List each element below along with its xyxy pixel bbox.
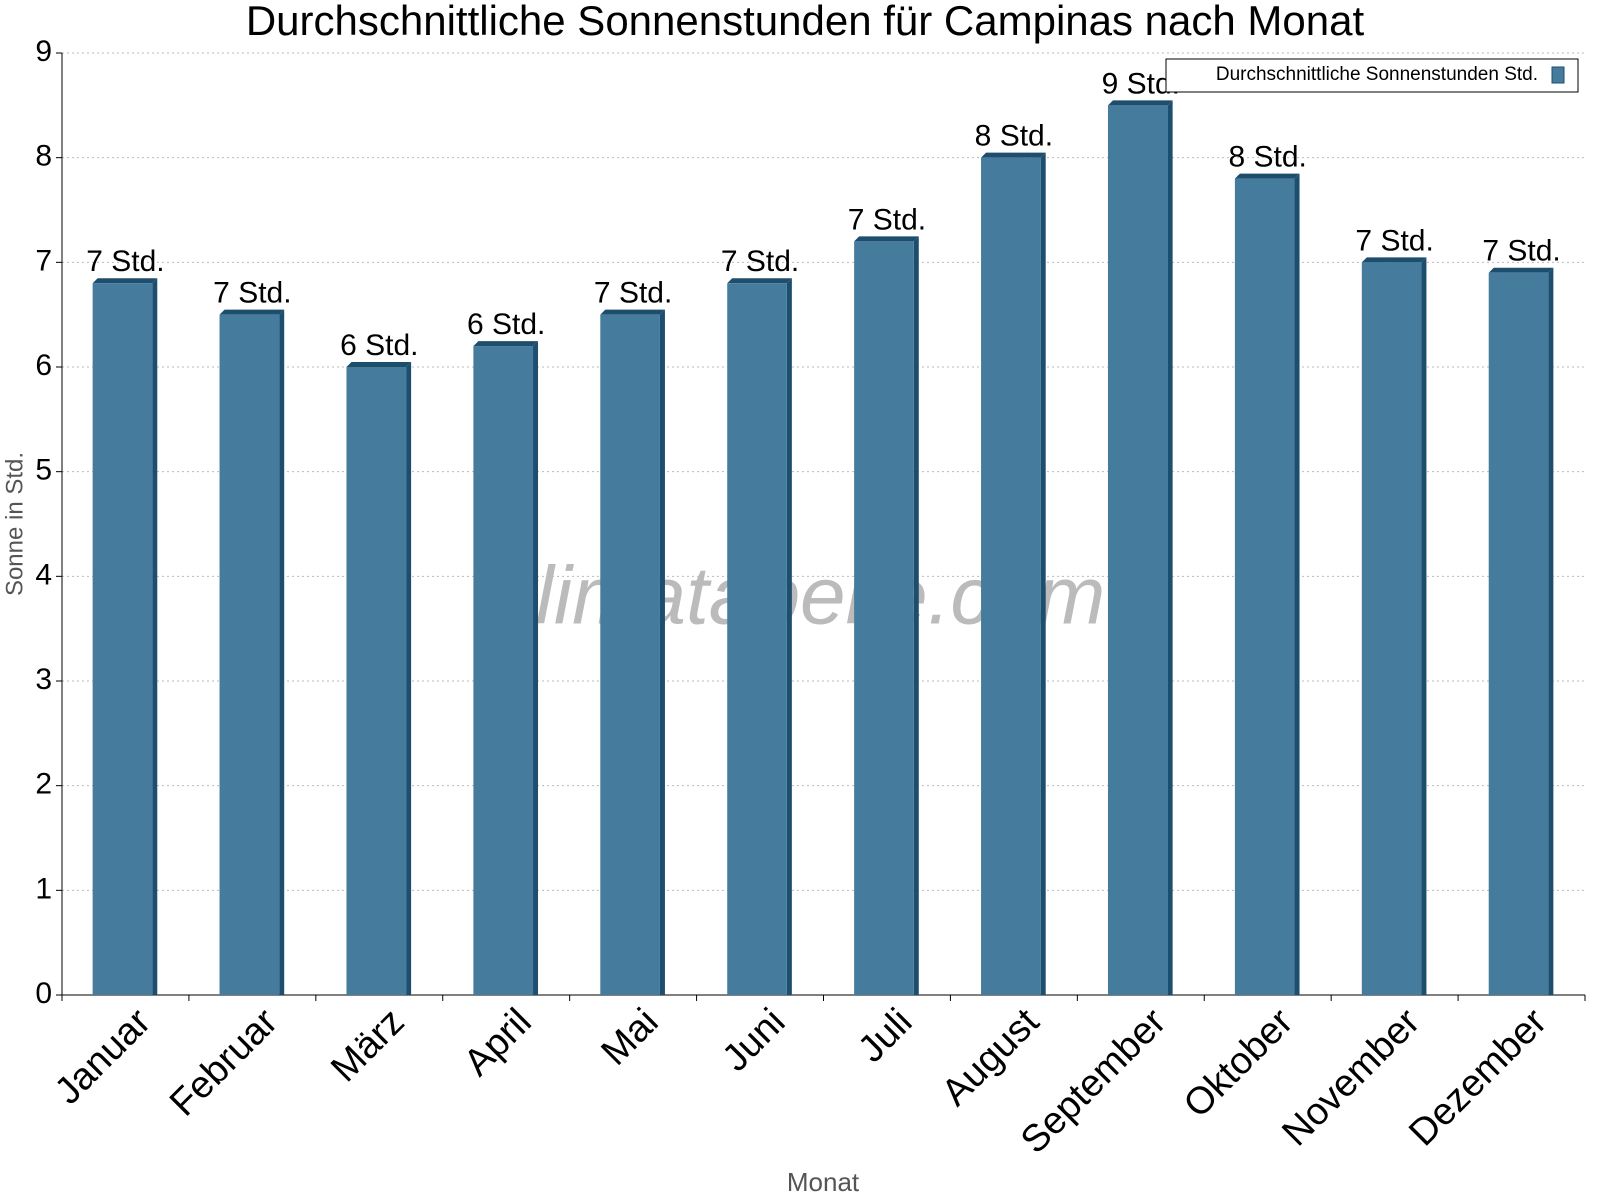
- bar: [346, 367, 407, 995]
- x-tick-label: Juni: [715, 1001, 794, 1080]
- bar-group: [346, 362, 412, 995]
- bar-group: [92, 278, 158, 995]
- y-tick-label: 6: [35, 349, 52, 382]
- bar-top: [1107, 100, 1173, 106]
- bar-side: [659, 309, 665, 996]
- y-tick-label: 0: [35, 977, 52, 1010]
- bar-top: [1488, 267, 1554, 273]
- y-tick-label: 8: [35, 140, 52, 173]
- legend: Durchschnittliche Sonnenstunden Std.: [1165, 58, 1579, 93]
- bar-group: [219, 309, 285, 996]
- bar-group: [473, 341, 539, 996]
- bar: [1107, 105, 1168, 996]
- value-label: 7 Std.: [848, 203, 926, 236]
- chart-title: Durchschnittliche Sonnenstunden für Camp…: [246, 0, 1365, 44]
- bar: [1234, 178, 1295, 996]
- x-tick-label: Oktober: [1176, 1001, 1302, 1127]
- bar: [981, 157, 1041, 995]
- x-tick-label: Dezember: [1401, 1001, 1555, 1155]
- bar-group: [1361, 257, 1427, 995]
- bar-top: [600, 309, 665, 315]
- bar-group: [854, 236, 919, 995]
- bar-side: [1040, 152, 1046, 995]
- bar-top: [219, 309, 285, 315]
- value-label: 7 Std.: [594, 277, 672, 310]
- value-label: 7 Std.: [1482, 235, 1560, 268]
- y-tick-label: 1: [35, 872, 52, 905]
- bar-top: [1361, 257, 1427, 263]
- x-tick-label: Februar: [162, 1001, 286, 1125]
- y-tick-label: 5: [35, 454, 52, 487]
- legend-swatch: [1551, 66, 1565, 84]
- x-tick-label: Juli: [850, 1001, 920, 1071]
- value-label: 8 Std.: [975, 120, 1053, 153]
- bar-side: [786, 278, 792, 995]
- bar: [600, 314, 660, 996]
- y-tick-label: 9: [35, 35, 52, 68]
- bar: [727, 283, 787, 995]
- legend-box: [1165, 58, 1579, 93]
- bar-top: [981, 152, 1046, 158]
- bar: [219, 314, 280, 996]
- x-tick-label: April: [456, 1001, 539, 1084]
- bar-group: [727, 278, 792, 995]
- bar-group: [600, 309, 665, 996]
- bar: [1488, 272, 1549, 995]
- value-label: 7 Std.: [1355, 224, 1433, 257]
- bar-side: [1294, 173, 1300, 996]
- value-label: 6 Std.: [340, 329, 418, 362]
- bar-side: [279, 309, 285, 996]
- value-label: 6 Std.: [467, 308, 545, 341]
- y-tick-label: 4: [35, 558, 52, 591]
- x-axis-title: Monat: [787, 1167, 860, 1197]
- bar-top: [92, 278, 158, 284]
- bar-top: [346, 362, 412, 367]
- legend-label: Durchschnittliche Sonnenstunden Std.: [1216, 64, 1538, 85]
- y-axis-title: Sonne in Std.: [1, 452, 28, 596]
- bar-side: [1421, 257, 1427, 995]
- bar: [473, 346, 534, 996]
- bar-side: [152, 278, 158, 995]
- bar-side: [1167, 100, 1173, 996]
- value-label: 7 Std.: [86, 245, 164, 278]
- x-tick-label: Mai: [594, 1001, 667, 1074]
- bar-side: [913, 236, 919, 995]
- bar-side: [1548, 267, 1554, 995]
- bar-group: [1234, 173, 1300, 996]
- bar-group: [1107, 100, 1173, 996]
- y-tick-label: 2: [35, 768, 52, 801]
- bar: [1361, 262, 1422, 995]
- bar: [854, 241, 914, 995]
- x-tick-label: November: [1274, 1001, 1428, 1155]
- x-tick-label: August: [934, 1000, 1048, 1114]
- x-tick-label: März: [323, 1001, 412, 1090]
- bar-top: [1234, 173, 1300, 179]
- bar-side: [533, 341, 539, 996]
- bar-group: [981, 152, 1046, 995]
- bar-top: [473, 341, 539, 347]
- value-label: 7 Std.: [721, 245, 799, 278]
- x-tick-label: Januar: [47, 1001, 159, 1113]
- value-label: 8 Std.: [1229, 141, 1307, 174]
- bar-top: [854, 236, 919, 242]
- bar-side: [406, 362, 412, 995]
- y-tick-label: 7: [35, 244, 52, 277]
- y-tick-label: 3: [35, 663, 52, 696]
- bar-group: [1488, 267, 1554, 995]
- bar-top: [727, 278, 792, 284]
- value-label: 7 Std.: [213, 277, 291, 310]
- bar: [92, 283, 153, 995]
